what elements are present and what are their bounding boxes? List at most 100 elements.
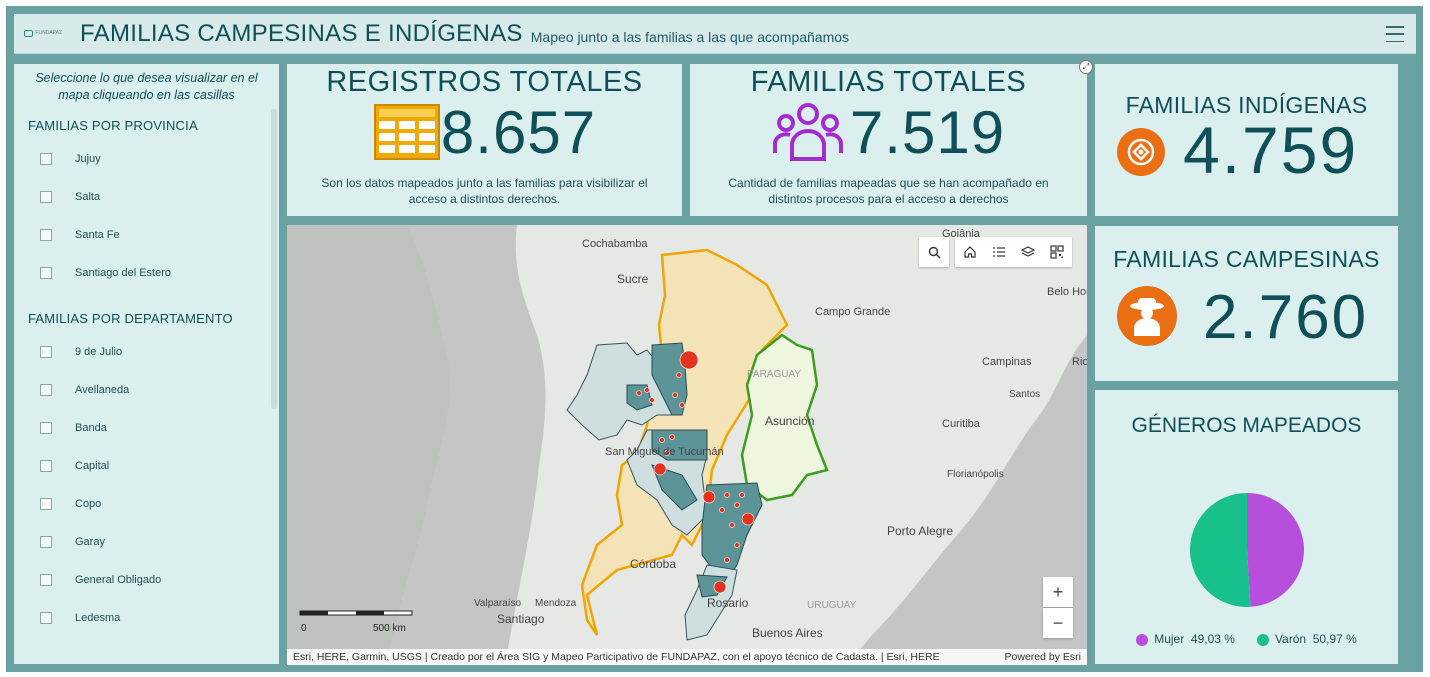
zoom-out-button[interactable]: − [1043,608,1073,638]
provincia-checkbox[interactable] [40,267,52,279]
map-label-belo-horizonte: Belo Horizonte [1047,286,1087,298]
kpi-familias: FAMILIAS TOTALES 7.519 Cantidad de famil… [690,64,1087,216]
departamento-option[interactable]: Garay [40,523,279,561]
departamento-label: Banda [75,422,107,434]
map-attribution: Esri, HERE, Garmin, USGS | Creado por el… [287,649,1087,665]
zoom-in-button[interactable]: + [1043,577,1073,607]
departamento-option[interactable]: General Obligado [40,561,279,599]
map-label-valparaiso: Valparaíso [474,598,522,609]
map-label-santiago: Santiago [497,612,545,626]
page-title: FAMILIAS CAMPESINAS E INDÍGENAS [80,19,523,47]
provincia-option[interactable]: Salta [40,178,279,216]
kpi-indigenas-title: FAMILIAS INDÍGENAS [1125,92,1368,118]
header-bar: FUNDAPAZ FAMILIAS CAMPESINAS E INDÍGENAS… [14,14,1416,54]
kpi-campesinas: FAMILIAS CAMPESINAS 2.760 [1095,226,1398,381]
legend-mujer-swatch [1136,633,1149,646]
attribution-text: Esri, HERE, Garmin, USGS | Creado por el… [293,651,940,663]
provincia-label: Santiago del Estero [75,267,172,279]
expand-icon[interactable]: ⤢ [1079,60,1093,74]
map-label-santos: Santos [1009,389,1040,400]
provincia-option[interactable]: Santa Fe [40,216,279,254]
qr-code-icon[interactable] [1043,237,1072,267]
map-search-toolbar [919,237,949,267]
departamento-option[interactable]: Copo [40,485,279,523]
generos-title: GÉNEROS MAPEADOS [1131,414,1362,437]
provincia-label: Jujuy [75,153,101,165]
kpi-campesinas-value: 2.760 [1203,283,1369,352]
map-label-cordoba: Córdoba [630,557,676,571]
departamento-label: Capital [75,460,110,472]
legend-list-icon[interactable] [984,237,1013,267]
legend-varon[interactable]: Varón 50,97 % [1256,632,1357,646]
legend-mujer[interactable]: Mujer 49,03 % [1136,632,1235,646]
map-label-cochabamba: Cochabamba [582,238,648,250]
provincia-checkbox[interactable] [40,153,52,165]
departamento-checkbox[interactable] [40,498,52,510]
departamento-label: 9 de Julio [75,346,123,358]
map-view[interactable]: Cochabamba Goiânia Sucre Campo Grande Be… [287,225,1087,665]
map-canvas[interactable]: Cochabamba Goiânia Sucre Campo Grande Be… [287,225,1087,665]
map-label-tucuman: San Miguel de Tucumán [605,446,724,458]
provincia-checkbox[interactable] [40,229,52,241]
kpi-familias-title: FAMILIAS TOTALES [750,66,1027,98]
departamento-label: General Obligado [75,574,162,586]
provincia-option[interactable]: Santiago del Estero [40,254,279,292]
generos-panel: GÉNEROS MAPEADOS Mujer 49,03 % Varón 50,… [1095,390,1398,664]
map-label-campo-grande: Campo Grande [815,306,890,318]
departamento-checkbox[interactable] [40,384,52,396]
departamento-option[interactable]: Ledesma [40,599,279,637]
departamento-checkbox[interactable] [40,346,52,358]
departamento-checkbox[interactable] [40,460,52,472]
departamento-list: 9 de Julio Avellaneda Banda Capital Copo Gara… [14,333,279,637]
map-label-sucre: Sucre [617,272,649,286]
map-label-rio: Rio de Janeiro [1072,356,1087,368]
map-label-curitiba: Curitiba [942,418,981,430]
provincia-checkbox[interactable] [40,191,52,203]
table-icon [373,104,440,160]
departamento-checkbox[interactable] [40,422,52,434]
kpi-campesinas-title: FAMILIAS CAMPESINAS [1113,246,1380,272]
departamento-checkbox[interactable] [40,536,52,548]
hamburger-menu-icon[interactable] [1386,26,1404,42]
kpi-familias-desc: Cantidad de familias mapeadas que se han… [728,176,1049,206]
home-icon[interactable] [955,237,984,267]
departamento-option[interactable]: Capital [40,447,279,485]
departamento-option[interactable]: 9 de Julio [40,333,279,371]
departamento-label: Garay [75,536,105,548]
map-label-mendoza: Mendoza [535,598,577,609]
pie-slice-varon[interactable] [1189,493,1251,607]
layers-icon[interactable] [1014,237,1043,267]
page-subtitle: Mapeo junto a las familias a las que aco… [530,28,850,45]
provincia-list: Jujuy Salta Santa Fe Santiago del Estero [14,140,279,292]
departamento-label: Copo [75,498,102,510]
map-scale-bar: 0 500 km [299,610,413,634]
kpi-familias-value: 7.519 [849,98,1006,166]
generos-legend: Mujer 49,03 % Varón 50,97 % [1095,632,1398,646]
map-label-paraguay: PARAGUAY [747,369,801,380]
departamento-label: Avellaneda [75,384,130,396]
legend-varon-swatch [1256,633,1269,646]
departamento-option[interactable]: Avellaneda [40,371,279,409]
search-icon[interactable] [919,237,949,267]
map-label-buenos-aires: Buenos Aires [752,626,823,640]
scale-distance: 500 km [373,623,406,634]
provincia-option[interactable]: Jujuy [40,140,279,178]
provincia-label: Santa Fe [75,229,120,241]
scale-zero: 0 [301,623,307,634]
pie-slice-mujer[interactable] [1247,493,1304,607]
departamento-checkbox[interactable] [40,574,52,586]
farmer-icon [1117,286,1177,346]
map-label-florianopolis: Florianópolis [947,469,1004,480]
provincia-label: Salta [75,191,101,203]
section-provincia: FAMILIAS POR PROVINCIA [28,118,198,133]
departamento-option[interactable]: Banda [40,409,279,447]
departamento-label: Ledesma [75,612,121,624]
section-departamento: FAMILIAS POR DEPARTAMENTO [28,311,233,326]
kpi-registros-desc: Son los datos mapeados junto a las famil… [321,176,648,206]
powered-by-esri[interactable]: Powered by Esri [1004,651,1081,663]
sidebar-scrollbar[interactable] [271,109,277,409]
departamento-checkbox[interactable] [40,612,52,624]
kpi-indigenas: FAMILIAS INDÍGENAS 4.759 [1095,64,1398,216]
map-label-porto-alegre: Porto Alegre [887,524,953,538]
generos-pie-chart[interactable] [1187,490,1307,610]
